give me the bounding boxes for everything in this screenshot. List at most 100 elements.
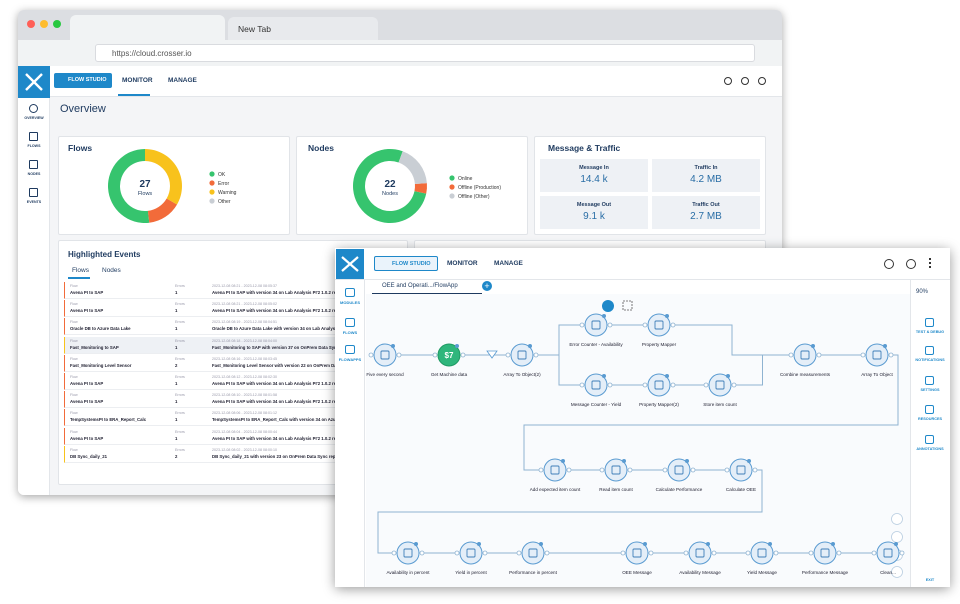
active-tab bbox=[70, 15, 225, 40]
event-message: Avena PI to SAP with version 34 on Lab A… bbox=[212, 435, 354, 441]
event-count: 1 bbox=[175, 326, 178, 332]
sidebar-icon bbox=[925, 435, 934, 444]
sidebar-icon bbox=[29, 188, 38, 197]
event-count: 1 bbox=[175, 308, 178, 314]
nav-arrows bbox=[26, 44, 86, 60]
event-type: Flow bbox=[70, 393, 78, 398]
event-row bbox=[64, 427, 404, 445]
card-title: Nodes bbox=[308, 143, 334, 153]
sidebar-icon bbox=[345, 288, 355, 297]
app-logo bbox=[336, 249, 364, 279]
sidebar-label: NODES bbox=[27, 172, 41, 176]
sidebar-label: FLOWAPPS bbox=[338, 357, 362, 362]
traffic-label: Traffic In bbox=[694, 165, 718, 171]
sidebar-icon bbox=[925, 346, 934, 355]
event-count: 1 bbox=[175, 399, 178, 405]
sidebar-label: ANNOTATIONS bbox=[916, 447, 944, 451]
brand-chip: FLOW STUDIO bbox=[374, 256, 438, 271]
event-metric: Errors bbox=[175, 429, 185, 434]
nav-monitor: MONITOR bbox=[122, 77, 153, 84]
event-time: 2023-12-08 08:21 - 2023-12-08 08:05:02 bbox=[212, 302, 277, 307]
sidebar-icon bbox=[29, 160, 38, 169]
event-name: Oracle DB to Azure Data Lake bbox=[70, 326, 131, 332]
window-control bbox=[40, 20, 48, 28]
flow-tab bbox=[372, 280, 482, 294]
event-name: DB Sync_daily_21 bbox=[70, 453, 108, 459]
header-icon bbox=[906, 259, 916, 269]
event-type: Flow bbox=[70, 356, 78, 361]
event-type: Flow bbox=[70, 447, 78, 452]
event-name: Avena PI to SAP bbox=[70, 381, 104, 386]
sidebar-label: SETTINGS bbox=[920, 388, 940, 392]
event-type: Flow bbox=[70, 411, 78, 416]
sidebar-label: EVENTS bbox=[26, 200, 42, 204]
app-sidebar bbox=[18, 98, 50, 495]
event-name: Avena PI to SAP bbox=[70, 399, 104, 405]
traffic-label: Traffic Out bbox=[692, 202, 720, 208]
event-time: 2023-12-08 08:06 - 2023-12-08 08:01:12 bbox=[212, 411, 277, 416]
event-message: Avena PI to SAP with version 34 on Lab A… bbox=[212, 290, 354, 295]
event-type: Flow bbox=[70, 284, 78, 288]
event-name: TempSystemsPI to ERA_Report_Calc bbox=[70, 417, 147, 423]
sidebar-label: NOTIFICATIONS bbox=[915, 358, 945, 362]
traffic-value: 9.1 k bbox=[583, 211, 605, 222]
event-time: 2023-12-08 08:12 - 2023-12-08 08:02:30 bbox=[212, 375, 277, 379]
traffic-value: 2.7 MB bbox=[690, 211, 722, 222]
card bbox=[58, 136, 290, 235]
event-row bbox=[64, 336, 404, 354]
event-metric: Errors bbox=[175, 375, 185, 379]
event-metric: Errors bbox=[175, 356, 185, 361]
event-row bbox=[64, 445, 404, 463]
event-count: 2 bbox=[175, 362, 178, 368]
event-metric: Errors bbox=[175, 320, 185, 325]
header-icon bbox=[724, 77, 732, 85]
traffic-cell bbox=[540, 196, 648, 229]
event-time: 2023-12-08 08:21 - 2023-12-08 08:05:37 bbox=[212, 284, 277, 288]
event-type: Flow bbox=[70, 320, 78, 325]
event-row bbox=[64, 318, 404, 336]
right-sidebar bbox=[910, 280, 950, 587]
event-count: 1 bbox=[175, 417, 178, 423]
event-metric: Errors bbox=[175, 393, 185, 398]
sidebar-label: TEST & DEBUG bbox=[915, 330, 945, 334]
event-metric: Errors bbox=[175, 302, 185, 307]
event-type: Flow bbox=[70, 375, 78, 379]
add-tab-button bbox=[482, 281, 492, 291]
event-time: 2023-12-08 08:02 - 2023-12-08 08:00:10 bbox=[212, 447, 277, 452]
nav-manage: MANAGE bbox=[168, 77, 197, 84]
traffic-cell bbox=[652, 159, 760, 192]
event-message: Oracle DB to Azure Data Lake with versio… bbox=[212, 326, 359, 332]
traffic-value: 14.4 k bbox=[580, 174, 608, 185]
event-count: 1 bbox=[175, 381, 178, 386]
event-name: Fast_Monitoring to SAP bbox=[70, 344, 119, 350]
event-metric: Errors bbox=[175, 284, 185, 288]
events-tab-underline bbox=[68, 277, 90, 279]
flow-tab-label: OEE and Operati.../FlowApp bbox=[382, 283, 458, 289]
sidebar-label: MODULES bbox=[340, 300, 360, 305]
event-row bbox=[64, 282, 404, 299]
url-field: https://cloud.crosser.io bbox=[95, 44, 755, 62]
event-time: 2023-12-08 08:18 - 2023-12-08 08:04:00 bbox=[212, 338, 277, 343]
card-title: Flows bbox=[68, 143, 93, 153]
event-time: 2023-12-08 08:10 - 2023-12-08 08:01:58 bbox=[212, 393, 277, 398]
sidebar-icon bbox=[925, 405, 934, 414]
event-row bbox=[64, 300, 404, 318]
event-count: 1 bbox=[175, 435, 178, 441]
event-row bbox=[64, 354, 404, 372]
event-message: DB Sync_daily_21 with version 23 on OnPr… bbox=[212, 453, 362, 459]
event-message: Fast_Monitoring to SAP with version 37 o… bbox=[212, 344, 365, 350]
sidebar-label: RESOURCES bbox=[917, 417, 943, 421]
traffic-cell bbox=[652, 196, 760, 229]
sidebar-icon bbox=[345, 318, 355, 327]
sidebar-icon bbox=[29, 104, 38, 113]
browser-tab: New Tab bbox=[228, 17, 378, 40]
event-message: Fast_Monitoring Level Sensor with versio… bbox=[212, 362, 365, 368]
menu-dots bbox=[929, 258, 931, 268]
event-count: 1 bbox=[175, 344, 178, 350]
event-metric: Errors bbox=[175, 411, 185, 416]
nav-manage: MANAGE bbox=[494, 260, 523, 267]
event-row bbox=[64, 373, 404, 390]
event-name: Fast_Monitoring Level Sensor bbox=[70, 362, 132, 368]
header-icon bbox=[884, 259, 894, 269]
